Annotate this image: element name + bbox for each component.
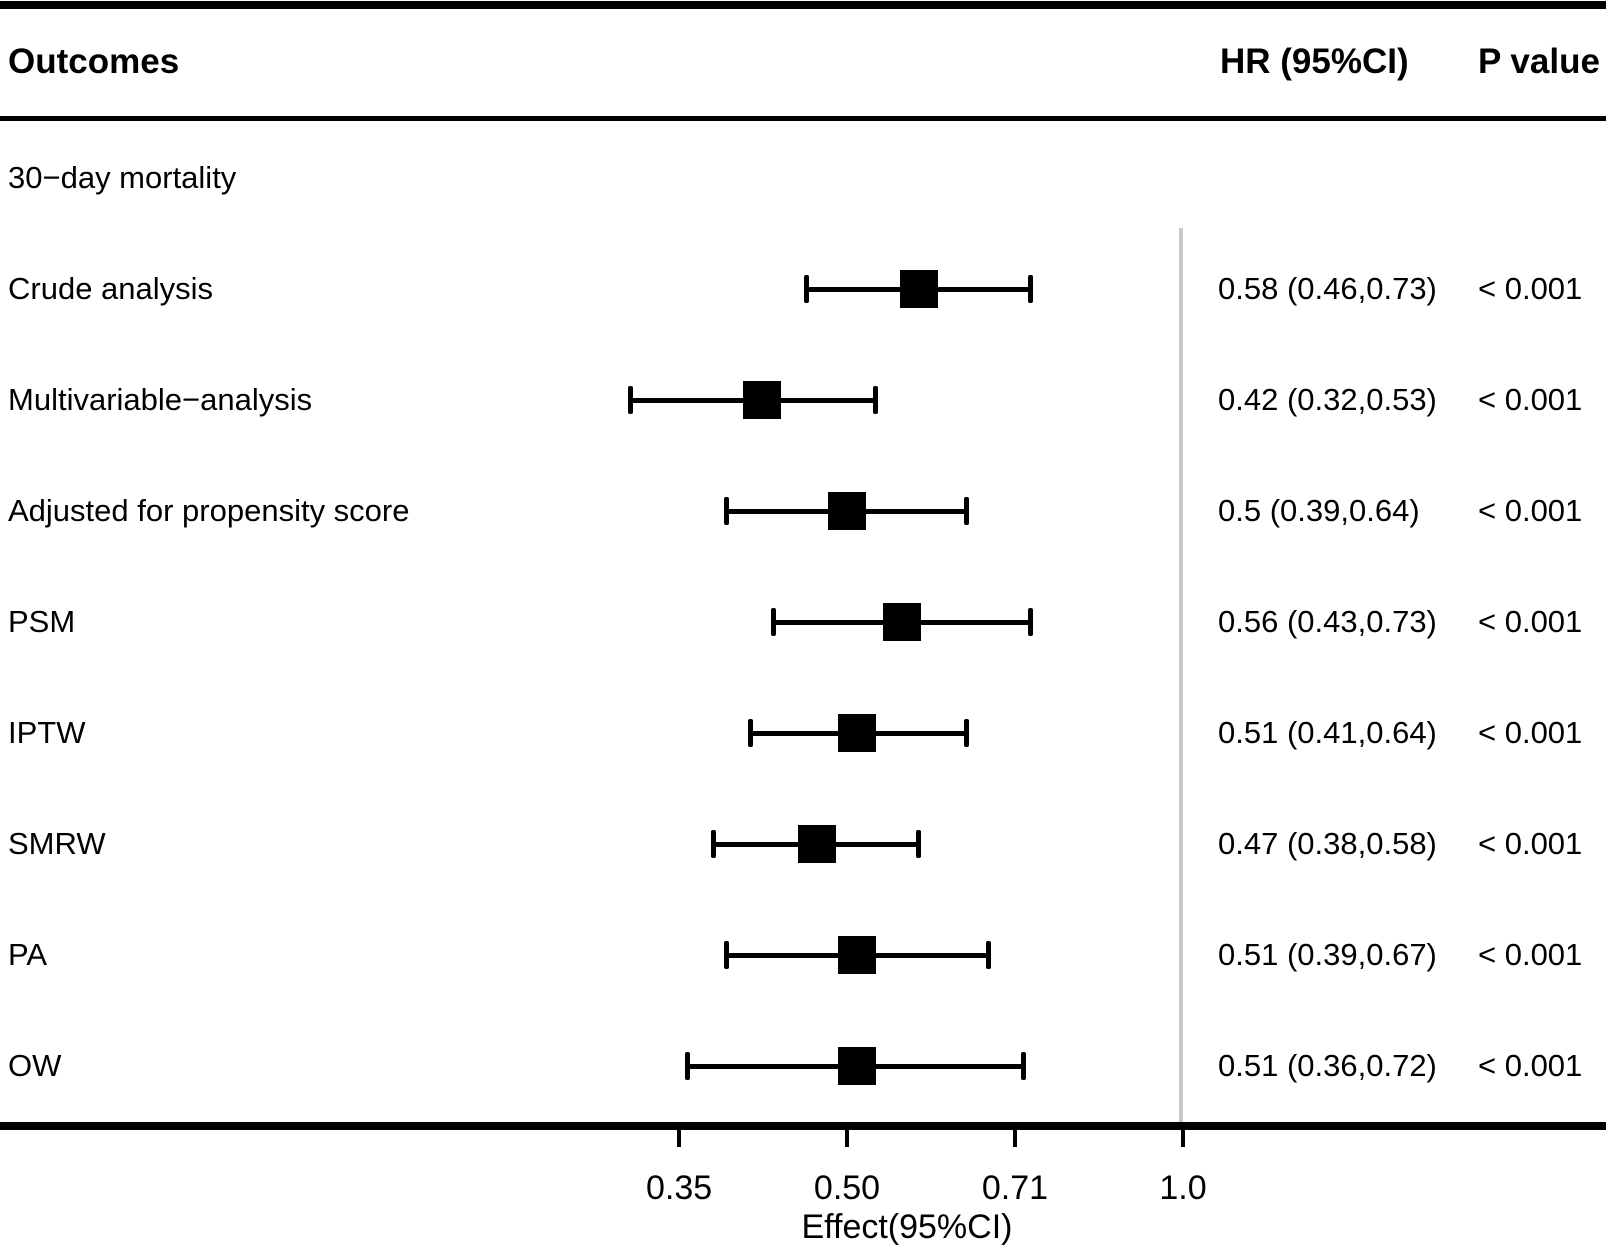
ci-cap-left <box>804 275 810 303</box>
x-tick-mark <box>677 1130 682 1147</box>
group-label-30-day-mortality: 30−day mortality <box>8 160 237 195</box>
row-label: PA <box>8 937 48 972</box>
row-label: IPTW <box>8 715 86 750</box>
x-tick-label: 0.35 <box>645 1169 713 1207</box>
column-header-outcomes: Outcomes <box>8 42 180 81</box>
ci-cap-right <box>916 830 922 858</box>
hr-ci-value: 0.58 (0.46,0.73) <box>1218 271 1437 306</box>
x-tick-mark <box>1012 1130 1017 1147</box>
p-value: < 0.001 <box>1478 493 1583 528</box>
point-estimate-marker <box>837 1047 876 1085</box>
p-value: < 0.001 <box>1478 715 1583 750</box>
ci-cap-left <box>748 719 754 747</box>
p-value: < 0.001 <box>1478 937 1583 972</box>
row-label: Multivariable−analysis <box>8 382 313 417</box>
x-tick-label: 0.71 <box>981 1169 1049 1207</box>
row-label: OW <box>8 1048 62 1083</box>
point-estimate-marker <box>837 714 876 752</box>
ci-cap-left <box>711 830 717 858</box>
row-label: SMRW <box>8 826 106 861</box>
point-estimate-marker <box>828 492 866 530</box>
x-tick-label: 0.50 <box>813 1169 881 1207</box>
hr-ci-value: 0.5 (0.39,0.64) <box>1218 493 1420 528</box>
row-label: Crude analysis <box>8 271 214 306</box>
ci-cap-right <box>964 497 970 525</box>
top-rule <box>0 1 1606 9</box>
column-header-pvalue: P value <box>1478 42 1600 81</box>
p-value: < 0.001 <box>1478 1048 1583 1083</box>
ci-cap-right <box>986 941 992 969</box>
hr-ci-value: 0.47 (0.38,0.58) <box>1218 826 1437 861</box>
row-label: PSM <box>8 604 76 639</box>
hr-ci-value: 0.51 (0.41,0.64) <box>1218 715 1437 750</box>
point-estimate-marker <box>882 603 921 641</box>
p-value: < 0.001 <box>1478 826 1583 861</box>
hr-ci-value: 0.51 (0.36,0.72) <box>1218 1048 1437 1083</box>
ci-cap-left <box>724 941 730 969</box>
point-estimate-marker <box>899 270 938 308</box>
point-estimate-marker <box>798 825 836 863</box>
point-estimate-marker <box>743 381 782 419</box>
null-effect-reference-line <box>1179 228 1183 1122</box>
ci-cap-right <box>964 719 970 747</box>
x-tick-mark <box>845 1130 849 1147</box>
ci-cap-left <box>724 497 730 525</box>
column-header-hr: HR (95%CI) <box>1220 42 1409 81</box>
hr-ci-value: 0.42 (0.32,0.53) <box>1218 382 1437 417</box>
x-tick-label: 1.0 <box>1159 1169 1207 1207</box>
header-rule <box>0 116 1606 121</box>
ci-cap-left <box>771 608 777 636</box>
ci-cap-right <box>1021 1052 1027 1080</box>
p-value: < 0.001 <box>1478 271 1583 306</box>
ci-cap-left <box>628 386 634 414</box>
ci-cap-right <box>1027 608 1033 636</box>
x-tick-mark <box>1181 1130 1185 1147</box>
p-value: < 0.001 <box>1478 604 1583 639</box>
hr-ci-value: 0.51 (0.39,0.67) <box>1218 937 1437 972</box>
ci-cap-left <box>685 1052 691 1080</box>
x-axis-line <box>0 1122 1606 1130</box>
p-value: < 0.001 <box>1478 382 1583 417</box>
row-label: Adjusted for propensity score <box>8 493 410 528</box>
point-estimate-marker <box>837 936 876 974</box>
ci-cap-right <box>1027 275 1033 303</box>
x-axis-label: Effect(95%CI) <box>801 1208 1013 1246</box>
ci-cap-right <box>872 386 878 414</box>
hr-ci-value: 0.56 (0.43,0.73) <box>1218 604 1437 639</box>
